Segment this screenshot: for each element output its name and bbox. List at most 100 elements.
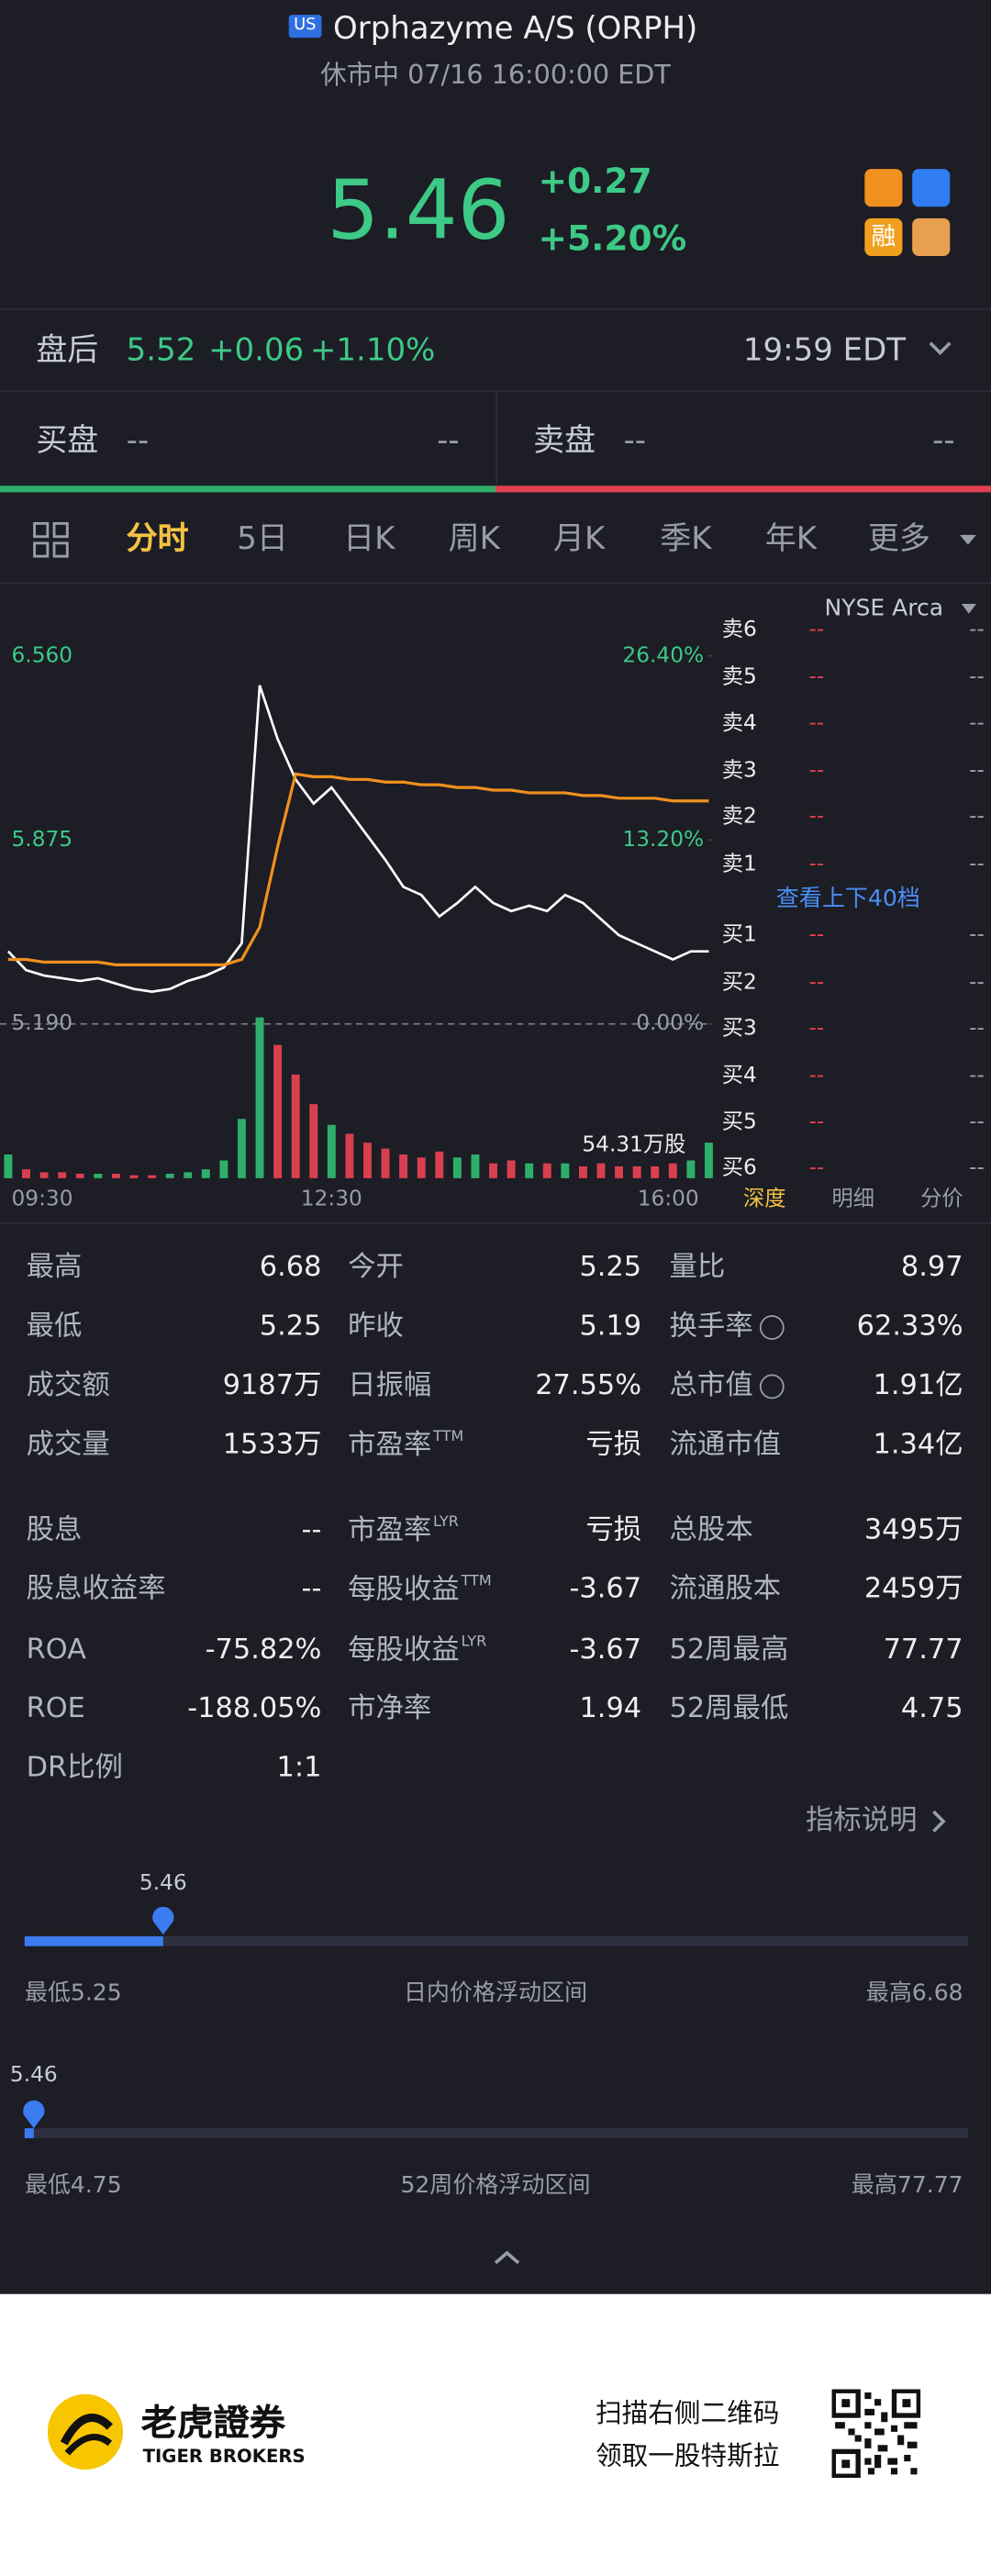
volume-bar (381, 1148, 390, 1178)
order-book: 卖6 -- -- 卖5 -- -- 卖4 -- -- 卖3 -- -- 卖2 -- -- 卖1 -- -- 买1 --… (0, 617, 991, 1178)
stat-value: 3495万 (863, 1513, 963, 1547)
stat-value: 62.33% (856, 1310, 963, 1344)
book-size: -- (969, 618, 985, 643)
book-level: 卖2 (721, 805, 757, 830)
book-level: 卖1 (721, 852, 757, 877)
chart-tab[interactable]: 周K (448, 520, 500, 558)
stat-label: 最低 (26, 1310, 83, 1344)
ask-label: 卖盘 (533, 422, 596, 459)
collapse-caret (494, 2250, 520, 2265)
book-price: -- (808, 805, 825, 830)
book-level: 买2 (721, 970, 757, 996)
volume-bar (39, 1172, 49, 1178)
book-tab[interactable]: 明细 (831, 1187, 875, 1212)
volume-bar (4, 1154, 13, 1178)
volume-bar (452, 1157, 462, 1178)
stat-value: -3.67 (569, 1634, 642, 1667)
stat-value: 1:1 (276, 1751, 322, 1785)
stat-value: 9187万 (222, 1369, 322, 1402)
explain-link[interactable]: 指标说明 (805, 1803, 918, 1837)
layout-icon[interactable] (33, 521, 69, 558)
volume-bar (561, 1163, 570, 1178)
chart-tab[interactable]: 分时 (126, 520, 189, 558)
depth-link[interactable]: 查看上下40档 (775, 886, 920, 913)
chevron (929, 341, 952, 355)
stat-value: 1.34亿 (873, 1428, 963, 1462)
book-tab[interactable]: 分价 (920, 1187, 963, 1212)
stat-value: 2459万 (863, 1572, 963, 1606)
book-level: 买6 (721, 1155, 757, 1178)
range-track (24, 2128, 968, 2138)
icon[interactable] (912, 169, 951, 207)
range-fill (24, 2128, 34, 2138)
stat-value: -3.67 (569, 1572, 642, 1606)
after-hours-price: 5.52 (126, 332, 196, 369)
stat-label: 换手率 (670, 1312, 785, 1341)
icon[interactable] (912, 217, 951, 256)
book-price: -- (808, 1064, 825, 1089)
market-status: 休市中 07/16 16:00:00 EDT (320, 59, 671, 91)
chart-tab[interactable]: 月K (553, 520, 606, 558)
volume-bar (94, 1174, 103, 1178)
volume-bar (219, 1160, 228, 1178)
market-badge: US (288, 15, 321, 39)
volume-bar (632, 1165, 641, 1178)
stat-label: 52周最高 (669, 1634, 789, 1667)
stat-label: 52周最低 (669, 1692, 789, 1726)
divider (0, 390, 991, 393)
dropdown-arrow (960, 534, 976, 545)
chart-tab[interactable]: 年K (764, 520, 817, 558)
book-price: -- (808, 618, 825, 643)
book-level: 买1 (721, 922, 757, 948)
volume-bar (704, 1143, 713, 1178)
book-level: 卖6 (721, 618, 757, 643)
stat-value: 亏损 (585, 1428, 642, 1462)
range-high: 最高6.68 (865, 1980, 963, 2007)
stat-value: 5.19 (579, 1310, 642, 1344)
book-price: -- (808, 922, 825, 948)
divider (0, 1222, 991, 1224)
brand-name: 老虎證券 (140, 2403, 286, 2446)
info-icon[interactable] (759, 1373, 785, 1399)
book-tab[interactable]: 深度 (742, 1187, 786, 1212)
logo (47, 2393, 124, 2470)
info-icon[interactable] (759, 1314, 785, 1340)
volume-bar (291, 1074, 300, 1178)
volume-bar (165, 1174, 174, 1178)
price-change: +0.27 (538, 162, 652, 202)
volume-bar (111, 1174, 120, 1178)
stat-label: 股息收益率 (26, 1572, 166, 1606)
ask-bar (496, 485, 991, 493)
volume-bar (309, 1104, 318, 1178)
chart-tab[interactable]: 季K (660, 520, 712, 558)
book-level: 卖3 (721, 758, 757, 784)
stat-value: 4.75 (900, 1692, 963, 1726)
range-track (24, 1935, 968, 1946)
stock-title: Orphazyme A/S (ORPH) (332, 10, 698, 47)
stat-label: 日振幅 (348, 1369, 432, 1402)
last-price: 5.46 (327, 162, 510, 258)
brand-name-en: TIGER BROKERS (142, 2446, 306, 2468)
chart-tab[interactable]: 更多 (867, 520, 930, 558)
volume-bar (237, 1119, 246, 1178)
range-low: 最低4.75 (24, 2172, 122, 2200)
y-tick-label: 5.875 (11, 827, 73, 853)
icon[interactable] (864, 169, 903, 207)
range-fill (24, 1935, 163, 1946)
chart-tab[interactable]: 日K (343, 520, 395, 558)
range-current: 5.46 (9, 2063, 58, 2089)
stat-label: ROE (26, 1692, 85, 1726)
volume-bar (435, 1151, 444, 1178)
badge[interactable]: 融 (864, 217, 903, 256)
range-current: 5.46 (139, 1871, 187, 1897)
qr-code (831, 2389, 921, 2479)
stat-label: 股息 (26, 1513, 83, 1547)
book-price: -- (808, 852, 825, 877)
stat-label: 量比 (669, 1251, 726, 1285)
chart-tab[interactable]: 5日 (237, 520, 288, 558)
volume-bar (399, 1154, 408, 1178)
book-level: 买3 (721, 1016, 757, 1042)
exchange[interactable]: NYSE Arca (824, 596, 944, 622)
book-price: -- (808, 758, 825, 784)
